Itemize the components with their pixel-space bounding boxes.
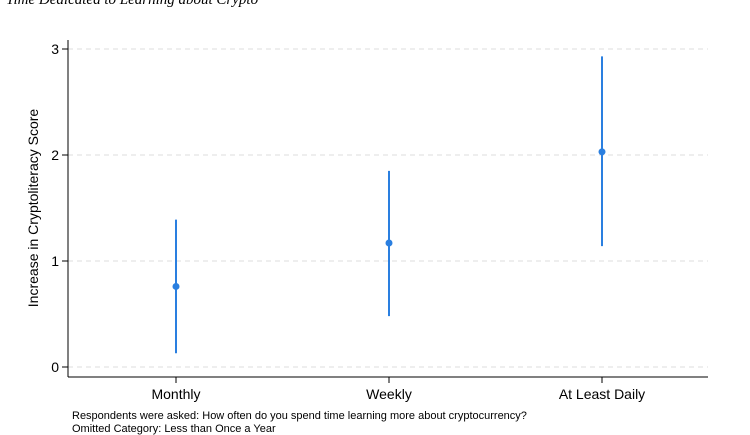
point-estimate	[598, 148, 606, 156]
x-tick-label: Weekly	[366, 386, 412, 402]
footnote-omitted-category: Omitted Category: Less than Once a Year	[72, 423, 276, 435]
axes	[62, 40, 708, 383]
data-marks	[172, 56, 606, 354]
point-estimate	[172, 282, 180, 290]
y-tick-label: 0	[51, 359, 59, 375]
chart-title: Time Dedicated to Learning about Crypto	[6, 0, 259, 8]
tick-labels: 0 1 2 3 Monthly Weekly At Least Daily	[51, 41, 645, 402]
y-tick-label: 1	[51, 253, 59, 269]
y-axis-label: Increase in Cryptoliteracy Score	[25, 109, 41, 308]
x-tick-label: Monthly	[151, 386, 200, 402]
footnote-question: Respondents were asked: How often do you…	[72, 410, 527, 422]
point-estimate	[385, 239, 393, 247]
y-tick-label: 3	[51, 41, 59, 57]
y-tick-label: 2	[51, 147, 59, 163]
x-tick-label: At Least Daily	[559, 386, 645, 402]
